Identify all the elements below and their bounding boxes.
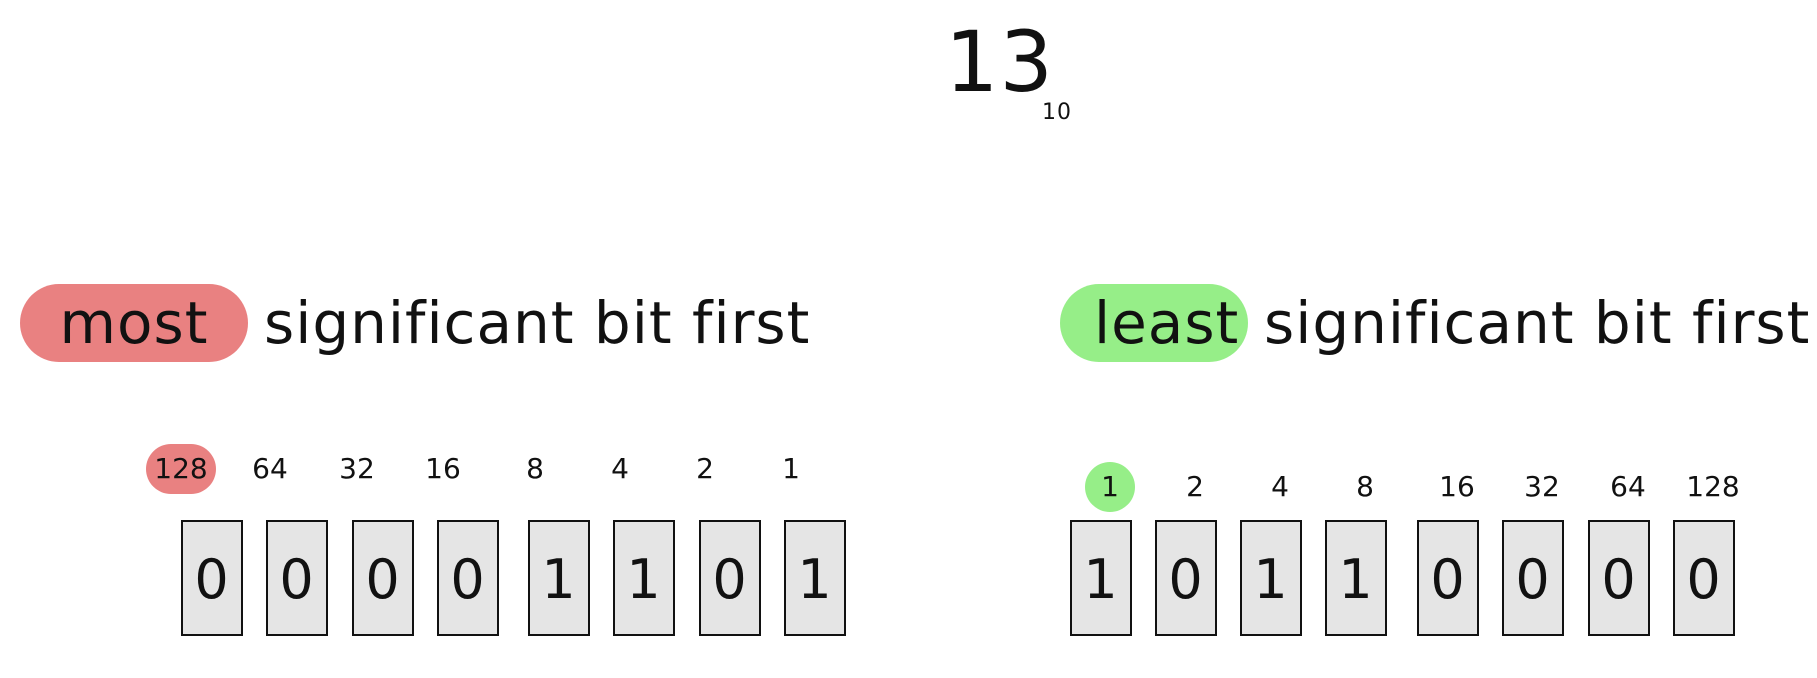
lsb-weight-1: 1 — [1085, 462, 1135, 512]
msb-bit-box: 1 — [528, 520, 590, 636]
lsb-weight-4: 4 — [1271, 470, 1289, 503]
msb-bit-box: 0 — [699, 520, 761, 636]
msb-weights-row: 128 64 32 16 8 4 2 1 — [20, 444, 880, 504]
msb-weight-32: 32 — [339, 452, 375, 485]
lsb-bit-box: 1 — [1240, 520, 1302, 636]
base-subscript: 10 — [1042, 100, 1072, 125]
lsb-weight-8: 8 — [1356, 470, 1374, 503]
lsb-bit-box: 1 — [1325, 520, 1387, 636]
msb-heading-rest: significant bit first — [264, 289, 811, 357]
msb-highlight-label: most — [20, 284, 248, 362]
msb-bit-box: 0 — [266, 520, 328, 636]
msb-weight-128: 128 — [146, 444, 216, 494]
msb-bit-box: 1 — [784, 520, 846, 636]
msb-weight-4: 4 — [611, 452, 629, 485]
msb-weight-2: 2 — [696, 452, 714, 485]
lsb-weight-16: 16 — [1439, 470, 1475, 503]
msb-bit-box: 1 — [613, 520, 675, 636]
lsb-bit-box: 0 — [1673, 520, 1735, 636]
lsb-bit-box: 0 — [1502, 520, 1564, 636]
lsb-bit-box: 1 — [1070, 520, 1132, 636]
lsb-bits-row: 1 0 1 1 0 0 0 0 — [1060, 520, 1800, 650]
msb-weight-8: 8 — [526, 452, 544, 485]
msb-weight-64: 64 — [252, 452, 288, 485]
lsb-panel: least significant bit first 1 2 4 8 16 3… — [1060, 284, 1809, 664]
msb-weight-1: 1 — [782, 452, 800, 485]
lsb-weight-128: 128 — [1686, 470, 1740, 503]
lsb-heading: least significant bit first — [1060, 284, 1810, 362]
msb-bit-box: 0 — [437, 520, 499, 636]
lsb-heading-rest: significant bit first — [1264, 289, 1811, 357]
msb-bits-row: 0 0 0 0 1 1 0 1 — [20, 520, 880, 650]
msb-heading: most significant bit first — [20, 284, 810, 362]
lsb-weight-32: 32 — [1524, 470, 1560, 503]
msb-weight-16: 16 — [425, 452, 461, 485]
lsb-bit-box: 0 — [1417, 520, 1479, 636]
lsb-bit-box: 0 — [1155, 520, 1217, 636]
msb-bit-box: 0 — [352, 520, 414, 636]
lsb-highlight-label: least — [1060, 284, 1248, 362]
msb-panel: most significant bit first 128 64 32 16 … — [20, 284, 880, 664]
msb-bit-box: 0 — [181, 520, 243, 636]
lsb-weights-row: 1 2 4 8 16 32 64 128 — [1060, 462, 1800, 522]
lsb-bit-box: 0 — [1588, 520, 1650, 636]
lsb-weight-2: 2 — [1186, 470, 1204, 503]
lsb-weight-64: 64 — [1610, 470, 1646, 503]
decimal-value: 13 — [945, 13, 1054, 111]
